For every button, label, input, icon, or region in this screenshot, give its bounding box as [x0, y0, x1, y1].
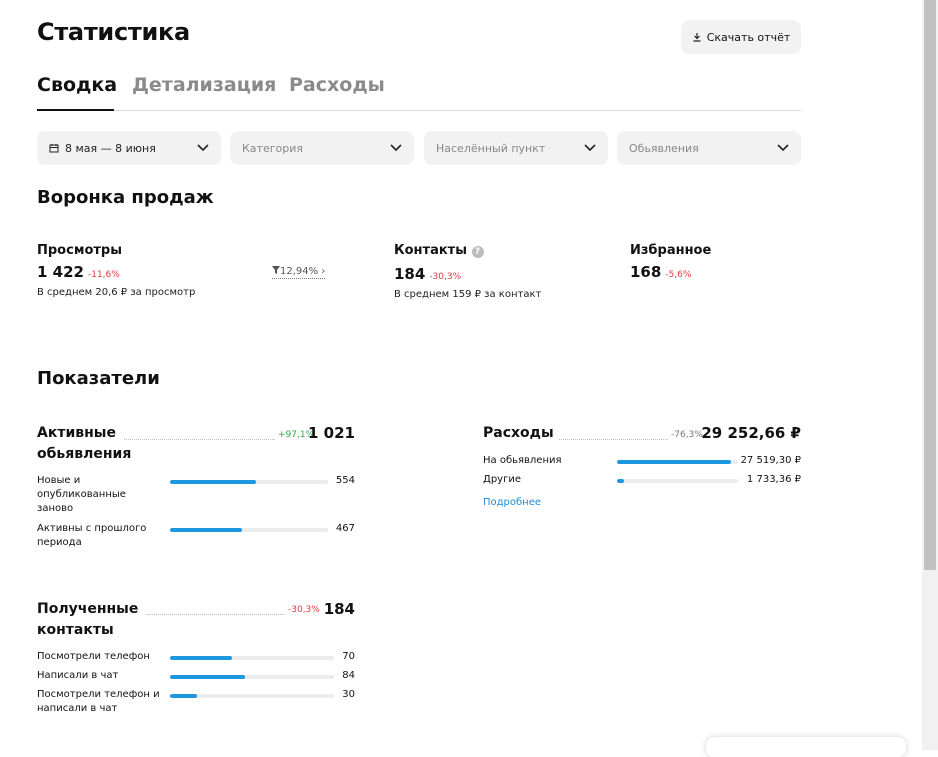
bar: [617, 460, 731, 464]
conversion-value: 12,94%: [280, 266, 319, 277]
messages-widget[interactable]: [706, 737, 906, 757]
block-title: Активные обьявления: [37, 425, 132, 462]
bar-track: [170, 675, 334, 679]
row-label: Новые и опубликованные заново: [37, 475, 126, 514]
row-label: Другие: [483, 474, 521, 485]
block-title: Полученные контакты: [37, 601, 139, 638]
block-total: 29 252,66 ₽: [701, 424, 801, 442]
page-title: Статистика: [37, 18, 190, 46]
chevron: [777, 144, 789, 152]
listings-filter[interactable]: Обьявления: [617, 131, 801, 165]
filter-label: 8 мая — 8 июня: [65, 141, 156, 155]
row-value: 27 519,30 ₽: [740, 455, 801, 466]
row-value: 70: [342, 651, 355, 662]
row-value: 467: [335, 523, 355, 534]
metric-change: -30,3%: [429, 272, 462, 282]
filter-label: Обьявления: [629, 141, 699, 155]
metric-number: 184: [394, 265, 426, 283]
metric-change: -11,6%: [87, 270, 120, 280]
bar: [170, 480, 256, 484]
download-label: Скачать отчёт: [706, 30, 791, 44]
block-change: +97,1%: [278, 430, 315, 440]
bar: [170, 675, 245, 679]
tab[interactable]: Сводка: [37, 74, 118, 96]
metric-name: Избранное: [630, 243, 712, 258]
row-label: Посмотрели телефон: [37, 651, 150, 662]
row-value: 1 733,36 ₽: [746, 474, 801, 485]
scrollbar-thumb[interactable]: [924, 0, 936, 570]
metric-number: 168: [630, 263, 662, 281]
bar: [170, 528, 243, 532]
row-label: Посмотрели телефон и написали в чат: [37, 689, 160, 714]
metric-note: В среднем 159 ₽ за контакт: [394, 289, 542, 300]
metric-change: -5,6%: [665, 270, 692, 280]
bar: [617, 479, 625, 483]
leader: [559, 439, 668, 440]
metric-value: 184 -30,3%: [394, 265, 461, 283]
metric-value: 1 422 -11,6%: [37, 263, 120, 281]
funnel-icon: [272, 266, 280, 274]
chevron: [584, 144, 596, 152]
metric-label: Контакты: [394, 243, 467, 258]
row-label: Активны с прошлого периода: [37, 523, 147, 548]
download-icon: [693, 33, 701, 42]
bar: [170, 656, 233, 660]
block-total: 184: [323, 600, 355, 618]
download-button[interactable]: Скачать отчёт: [681, 20, 801, 54]
metric-name: Просмотры: [37, 243, 122, 258]
bar: [170, 694, 197, 698]
block-title: Расходы: [483, 425, 554, 441]
block-change: -30,3%: [288, 605, 320, 615]
help-icon[interactable]: ?: [471, 246, 484, 258]
metric-number: 1 422: [37, 263, 84, 281]
section-title: Показатели: [37, 368, 160, 389]
city-filter[interactable]: Населённый пункт: [424, 131, 608, 165]
date-filter[interactable]: 8 мая — 8 июня: [37, 131, 221, 165]
bar-track: [170, 694, 334, 698]
bar-track: [170, 480, 328, 484]
row-value: 30: [342, 689, 355, 700]
calendar-icon: [49, 144, 59, 153]
metric-name: Контакты ?: [394, 243, 484, 258]
metric-value: 168 -5,6%: [630, 263, 691, 281]
chevron: [390, 144, 402, 152]
block-change: -76,3%: [671, 430, 703, 440]
category-filter[interactable]: Категория: [230, 131, 414, 165]
row-value: 84: [342, 670, 355, 681]
leader: [124, 439, 275, 440]
details-link[interactable]: Подробнее: [483, 497, 542, 508]
tab[interactable]: Детализация: [132, 74, 277, 96]
leader: [147, 614, 285, 615]
row-label: Написали в чат: [37, 670, 119, 681]
bar-track: [617, 479, 738, 483]
metric-note: В среднем 20,6 ₽ за просмотр: [37, 287, 196, 298]
filter-label: Категория: [242, 141, 303, 155]
conversion[interactable]: 12,94% ›: [272, 266, 326, 279]
bar-track: [170, 656, 334, 660]
row-label: На обьявления: [483, 455, 562, 466]
section-title: Воронка продаж: [37, 187, 214, 208]
chevron: [197, 144, 209, 152]
filter-label: Населённый пункт: [436, 141, 546, 155]
row-value: 554: [335, 475, 355, 486]
bar-track: [170, 528, 328, 532]
block-total: 1 021: [308, 424, 355, 442]
tab[interactable]: Расходы: [289, 74, 385, 96]
tabs-divider: [37, 110, 801, 111]
active-tab-underline: [37, 109, 114, 111]
bar-track: [617, 460, 738, 464]
